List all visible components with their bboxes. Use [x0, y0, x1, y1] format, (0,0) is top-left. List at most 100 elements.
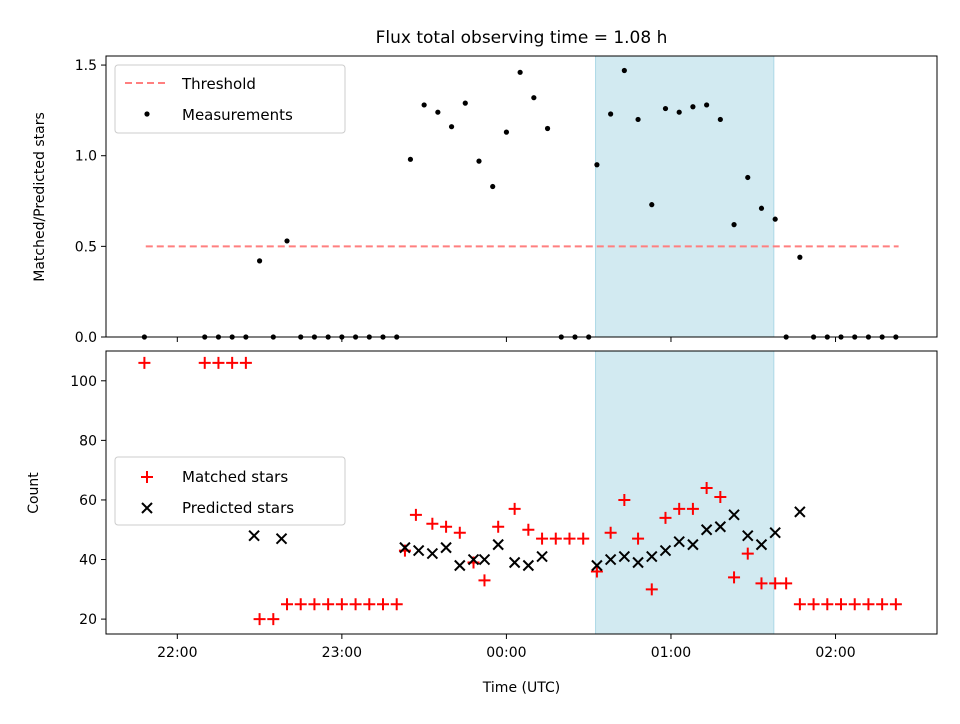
matched-star-point — [604, 526, 617, 539]
bottom-panel: 20 40 60 80 100 22:00 23:00 00:00 01:00 02:00 Co… — [26, 350, 938, 696]
measurement-point — [704, 102, 710, 108]
matched-star-point — [563, 532, 576, 545]
top-legend-box — [114, 64, 346, 134]
top-shaded-span — [595, 55, 775, 338]
matched-star-point — [409, 508, 422, 521]
legend-matched-label: Matched stars — [182, 468, 288, 486]
top-axes-frame — [105, 55, 938, 338]
bottom-legend-box — [114, 456, 346, 526]
predicted-star-point — [742, 529, 754, 542]
matched-star-point — [198, 356, 211, 369]
matched-star-point — [835, 598, 848, 611]
matched-star-point — [440, 520, 453, 533]
top-y-tick-label: 0.0 — [75, 330, 97, 346]
matched-star-point — [322, 598, 335, 611]
x-tick-label: 00:00 — [486, 645, 526, 661]
matched-star-point — [821, 598, 834, 611]
measurement-point — [772, 216, 778, 222]
measurement-point — [745, 174, 751, 181]
matched-star-point — [769, 577, 782, 590]
matched-star-point — [492, 520, 505, 533]
predicted-star-point — [492, 538, 504, 551]
chart-title: Flux total observing time = 1.08 h — [376, 28, 668, 48]
measurement-point — [649, 202, 655, 208]
top-panel: 0.0 0.5 1.0 1.5 Matched/Predicted stars Thr… — [32, 55, 938, 346]
legend-matched-swatch — [141, 471, 153, 483]
measurement-point — [284, 238, 290, 244]
legend-threshold-label: Threshold — [181, 75, 256, 93]
measurement-point — [662, 105, 669, 112]
bottom-y-tick-label: 20 — [79, 612, 97, 628]
predicted-star-point — [248, 529, 260, 542]
matched-star-point — [335, 598, 348, 611]
predicted-star-point — [673, 535, 685, 548]
matched-star-point — [807, 598, 820, 611]
top-y-tick-label: 1.5 — [75, 58, 97, 74]
matched-star-point — [590, 565, 603, 578]
measurement-point — [758, 205, 765, 211]
predicted-star-point — [508, 556, 521, 569]
matched-star-point — [577, 532, 590, 545]
legend-predicted-swatch — [141, 502, 153, 514]
predicted-star-point — [478, 553, 491, 566]
measurement-point — [462, 100, 468, 106]
matched-star-point — [714, 490, 727, 503]
bottom-axes-frame — [105, 350, 938, 635]
predicted-star-point — [440, 541, 452, 554]
measurement-point — [797, 254, 803, 260]
matched-star-point — [728, 571, 741, 584]
matched-star-point — [848, 598, 861, 611]
matched-star-point — [426, 517, 439, 530]
x-tick-label: 01:00 — [651, 645, 691, 661]
x-tick-label: 23:00 — [322, 645, 362, 661]
matched-star-point — [308, 598, 321, 611]
matched-star-point — [549, 532, 562, 545]
measurement-point — [635, 116, 641, 123]
predicted-star-point — [426, 547, 439, 560]
matched-star-point — [755, 577, 768, 590]
measurement-point — [407, 156, 414, 162]
matched-star-point — [686, 502, 699, 515]
bottom-legend: Matched stars Predicted stars — [114, 456, 346, 526]
top-y-axis-label: Matched/Predicted stars — [32, 112, 48, 282]
predicted-star-point — [412, 544, 425, 557]
matched-star-point — [862, 598, 875, 611]
measurement-point — [421, 102, 427, 108]
bottom-x-axis-label: Time (UTC) — [482, 680, 560, 696]
legend-predicted-label: Predicted stars — [182, 499, 294, 517]
predicted-star-point — [591, 559, 603, 572]
bottom-y-tick-label: 60 — [79, 493, 97, 509]
measurement-point — [531, 95, 537, 101]
predicted-star-point — [275, 532, 288, 545]
measurement-point — [690, 104, 696, 110]
measurement-point — [608, 111, 614, 117]
matched-star-point — [876, 598, 889, 611]
matched-star-point — [363, 598, 376, 611]
predicted-star-point — [646, 550, 658, 563]
matched-star-point — [478, 574, 491, 587]
x-tick-label: 02:00 — [815, 645, 855, 661]
matched-star-point — [281, 598, 294, 611]
matched-star-point — [536, 532, 549, 545]
measurement-point — [503, 129, 510, 135]
predicted-star-point — [794, 506, 806, 518]
measurement-point — [676, 109, 682, 115]
predicted-star-point — [454, 559, 466, 572]
matched-star-point — [780, 577, 793, 590]
bottom-shaded-span — [595, 350, 775, 635]
bottom-y-axis-label: Count — [26, 472, 42, 514]
matched-star-point — [673, 502, 686, 515]
matched-star-point — [390, 598, 403, 611]
predicted-star-point — [755, 538, 768, 551]
predicted-star-point — [399, 541, 411, 554]
predicted-star-point — [728, 509, 740, 521]
predicted-star-point — [522, 559, 535, 572]
matched-star-point — [377, 598, 389, 611]
predicted-star-point — [467, 553, 480, 566]
measurement-point — [594, 162, 600, 168]
matched-star-point — [253, 613, 266, 626]
measurement-point — [435, 109, 441, 115]
measurement-point — [731, 222, 737, 228]
predicted-star-point — [618, 550, 631, 563]
